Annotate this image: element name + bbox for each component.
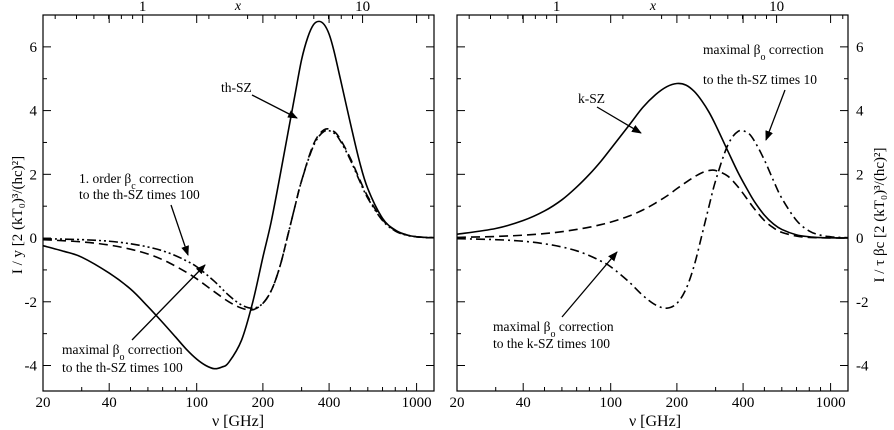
annotation-th-sz-label: th-SZ <box>221 80 252 95</box>
y-tick-label: 2 <box>30 167 38 183</box>
y-tick-label: 0 <box>30 231 38 247</box>
x-tick-label: 1000 <box>402 395 432 411</box>
left-curves <box>42 20 435 370</box>
right-top-axis-label: x <box>649 0 657 14</box>
x-tick-label: 200 <box>666 395 689 411</box>
left-y-ticks: -4 -2 0 2 4 6 <box>25 14 434 375</box>
top-tick-label: 10 <box>769 0 784 15</box>
y-tick-label: 4 <box>30 104 38 120</box>
x-tick-label: 20 <box>36 395 51 411</box>
y-tick-label: -2 <box>856 295 869 311</box>
right-y-ticks: -4 -2 0 2 4 6 <box>457 14 869 375</box>
left-top-axis-label: x <box>234 0 242 14</box>
y-tick-label: -4 <box>856 359 869 375</box>
top-tick-label: 10 <box>355 0 370 15</box>
y-tick-label: 2 <box>856 167 864 183</box>
left-series-1 <box>42 129 435 309</box>
right-curves <box>456 82 849 309</box>
left-x-axis-label: ν [GHz] <box>212 413 264 430</box>
top-tick-label: 1 <box>139 0 147 15</box>
annotation-maximal-left-arrow <box>131 264 206 341</box>
right-series-2 <box>456 129 849 309</box>
annotation-maximal-beta-o-left: maximal βo correction to the th-SZ times… <box>62 264 206 375</box>
annotation-maximal-beta-o-k-sz: maximal βo correction to the k-SZ times … <box>493 251 618 351</box>
y-tick-label: 6 <box>30 40 38 56</box>
y-tick-label: 6 <box>856 40 864 56</box>
annotation-first-order-label-line1: 1. order βc correction <box>79 171 194 192</box>
x-tick-label: 1000 <box>816 395 846 411</box>
x-tick-label: 40 <box>516 395 531 411</box>
left-y-axis-label: I / y [2 (kT₀)³/(hc)²] <box>10 156 26 274</box>
annotation-first-order-beta-c: 1. order βc correction to the th-SZ time… <box>79 171 200 256</box>
annotation-maximal-left-label-line2: to the th-SZ times 100 <box>62 360 183 375</box>
left-plot-frame <box>42 14 435 392</box>
annotation-th-sz-arrow <box>251 94 298 119</box>
x-tick-label: 200 <box>252 395 275 411</box>
right-plot-frame <box>456 14 849 392</box>
left-top-ticks: 1 10 <box>54 0 430 23</box>
right-top-ticks: 1 10 <box>468 0 844 23</box>
annotation-th-sz: th-SZ <box>221 80 298 119</box>
annotation-maximal-k-sz-label-line2: to the k-SZ times 100 <box>493 336 610 351</box>
right-series-0 <box>456 82 849 239</box>
y-tick-label: -4 <box>25 359 38 375</box>
annotation-k-sz: k-SZ <box>578 91 642 134</box>
x-tick-label: 400 <box>732 395 755 411</box>
x-tick-label: 100 <box>599 395 622 411</box>
y-tick-label: 0 <box>856 231 864 247</box>
left-x-ticks: 20 40 100 200 400 1000 <box>36 15 432 411</box>
annotation-first-order-arrow <box>170 204 189 256</box>
annotation-maximal-th-sz-arrow <box>765 89 786 141</box>
left-series-0 <box>42 20 435 370</box>
top-tick-label: 1 <box>553 0 561 15</box>
annotation-maximal-k-sz-arrow <box>561 251 618 318</box>
right-x-axis-label: ν [GHz] <box>629 413 681 430</box>
annotation-maximal-left-label-line1: maximal βo correction <box>62 342 183 363</box>
annotation-first-order-label-line2: to the th-SZ times 100 <box>79 187 200 202</box>
right-y-axis-label: I / τ βc [2 (kT₀)³/(hc)²] <box>872 148 888 283</box>
x-tick-label: 20 <box>450 395 465 411</box>
annotation-maximal-th-sz-label-line2: to the th-SZ times 10 <box>703 72 817 87</box>
annotation-maximal-th-sz-label-line1: maximal βo correction <box>703 42 824 63</box>
y-tick-label: 4 <box>856 104 864 120</box>
left-panel: 20 40 100 200 400 1000 -4 -2 0 2 4 6 1 10 ν [GHz] x… <box>10 0 435 430</box>
right-panel: 20 40 100 200 400 1000 -4 -2 0 2 4 6 1 10 ν [GHz] x… <box>450 0 889 430</box>
x-tick-label: 100 <box>185 395 208 411</box>
y-tick-label: -2 <box>25 295 38 311</box>
x-tick-label: 400 <box>318 395 341 411</box>
annotation-maximal-beta-o-th-sz-times-10: maximal βo correction to the th-SZ times… <box>703 42 824 141</box>
right-x-ticks: 20 40 100 200 400 1000 <box>450 15 846 411</box>
x-tick-label: 40 <box>102 395 117 411</box>
right-series-1 <box>456 169 849 239</box>
left-series-2 <box>42 128 435 311</box>
annotation-k-sz-arrow <box>596 106 642 134</box>
annotation-maximal-k-sz-label-line1: maximal βo correction <box>493 319 614 340</box>
annotation-k-sz-label: k-SZ <box>578 91 605 106</box>
